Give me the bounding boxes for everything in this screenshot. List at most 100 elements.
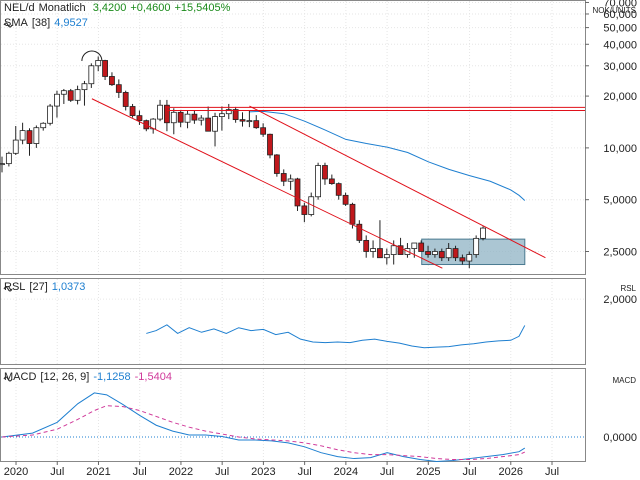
candle-body bbox=[122, 92, 129, 107]
candle-body bbox=[170, 111, 177, 124]
candle-body bbox=[260, 127, 267, 135]
candle-body bbox=[273, 154, 280, 174]
candle-body bbox=[322, 165, 328, 180]
macd-header: MACD [12, 26, 9] -1,1258 -1,5404 bbox=[4, 371, 176, 383]
candle-body bbox=[184, 113, 191, 123]
rsl-tick-label: 2,0000 bbox=[603, 294, 637, 306]
candle-body bbox=[157, 104, 163, 120]
time-tick-label: 2024 bbox=[334, 466, 358, 478]
candle-body bbox=[246, 120, 253, 123]
macd-param: [12, 26, 9] bbox=[40, 371, 90, 383]
time-tick-label: Jul bbox=[298, 466, 312, 478]
indicator-glyph-icon bbox=[3, 286, 13, 292]
sma-value: 4,9527 bbox=[54, 17, 88, 29]
price-change-pct: +15,5405% bbox=[174, 2, 231, 14]
candle-body bbox=[81, 83, 88, 91]
candle-body bbox=[349, 203, 356, 225]
candle-body bbox=[67, 90, 74, 101]
price-tick-label: 60,000 bbox=[603, 9, 637, 21]
candle-body bbox=[12, 139, 19, 154]
candle-body bbox=[54, 93, 60, 107]
macd-tick-label: 0,0000 bbox=[603, 432, 637, 444]
candle-body bbox=[370, 248, 376, 252]
candle-body bbox=[164, 104, 170, 124]
time-tick-label: 2025 bbox=[416, 466, 440, 478]
sma-header: SMA [38] 4,9527 bbox=[4, 17, 92, 29]
time-tick-label: Jul bbox=[380, 466, 394, 478]
candle-body bbox=[301, 205, 308, 215]
signal-line bbox=[1, 405, 526, 461]
macd-line bbox=[1, 392, 526, 463]
time-tick-label: 2023 bbox=[251, 466, 275, 478]
candle-body bbox=[218, 113, 225, 117]
rsl-value: 1,0373 bbox=[51, 281, 86, 293]
price-change: +0,4600 bbox=[130, 2, 171, 14]
time-tick-label: 2021 bbox=[86, 466, 110, 478]
price-panel-frame bbox=[0, 0, 586, 275]
candle-body bbox=[377, 248, 383, 259]
candle-body bbox=[315, 165, 322, 198]
price-tick-label: 10,000 bbox=[603, 143, 637, 155]
candle-body bbox=[129, 106, 136, 117]
interval-label: Monatlich bbox=[38, 2, 86, 14]
candle-body bbox=[432, 251, 438, 255]
price-tick-label: 40,000 bbox=[603, 39, 637, 51]
price-tick-label: 70,000 bbox=[603, 0, 637, 9]
candle-body bbox=[267, 133, 273, 156]
candle-body bbox=[40, 122, 47, 129]
candle-body bbox=[438, 251, 445, 259]
candle-body bbox=[198, 117, 205, 121]
candle-body bbox=[459, 257, 466, 262]
candle-body bbox=[74, 89, 81, 101]
candle-body bbox=[390, 245, 397, 255]
candle-body bbox=[342, 194, 349, 205]
candle-body bbox=[397, 245, 404, 255]
candle-body bbox=[383, 254, 390, 259]
candle-body bbox=[19, 130, 26, 141]
candle-body bbox=[328, 178, 335, 185]
macd-unit-label: MACD bbox=[612, 376, 636, 385]
candle-body bbox=[205, 117, 212, 132]
sma-label: SMA bbox=[4, 17, 28, 29]
candle-body bbox=[294, 178, 301, 207]
candle-body bbox=[33, 127, 40, 144]
symbol-label: NEL/d bbox=[4, 2, 35, 14]
candle-body bbox=[445, 248, 452, 259]
signal-value: -1,5404 bbox=[134, 371, 172, 383]
price-tick-label: 2,5000 bbox=[603, 246, 637, 258]
candle-body bbox=[212, 116, 218, 132]
candle-body bbox=[287, 178, 294, 182]
macd-panel-frame bbox=[0, 368, 586, 462]
candle-body bbox=[363, 239, 370, 252]
candle-body bbox=[136, 115, 143, 122]
candle-body bbox=[356, 223, 363, 241]
indicator-glyph-icon bbox=[3, 376, 13, 382]
candle-body bbox=[60, 90, 67, 95]
candle-body bbox=[115, 84, 122, 93]
trend-line bbox=[91, 98, 443, 269]
indicator-glyph-icon bbox=[3, 22, 13, 28]
time-tick-label: 2020 bbox=[4, 466, 28, 478]
candle-body bbox=[0, 163, 5, 166]
time-tick-label: Jul bbox=[463, 466, 477, 478]
rsl-label: RSL bbox=[4, 281, 26, 293]
candle-body bbox=[418, 242, 425, 252]
price-header: NEL/d Monatlich 3,4200 +0,4600 +15,5405% bbox=[4, 2, 234, 14]
candle-body bbox=[452, 248, 459, 259]
candle-body bbox=[253, 120, 260, 129]
sma-line bbox=[249, 110, 526, 201]
candle-body bbox=[411, 242, 418, 249]
macd-value: -1,1258 bbox=[93, 371, 131, 383]
rsl-unit-label: RSL bbox=[620, 284, 636, 293]
candle-body bbox=[26, 130, 33, 144]
top-marker bbox=[81, 50, 103, 61]
rsl-panel-frame bbox=[0, 278, 586, 365]
price-tick-label: 20,000 bbox=[603, 91, 637, 103]
candle-body bbox=[480, 227, 486, 239]
rsl-param: [27] bbox=[29, 281, 48, 293]
candle-body bbox=[177, 111, 184, 123]
candle-body bbox=[239, 119, 246, 122]
candle-body bbox=[335, 183, 342, 196]
last-price: 3,4200 bbox=[92, 2, 127, 14]
